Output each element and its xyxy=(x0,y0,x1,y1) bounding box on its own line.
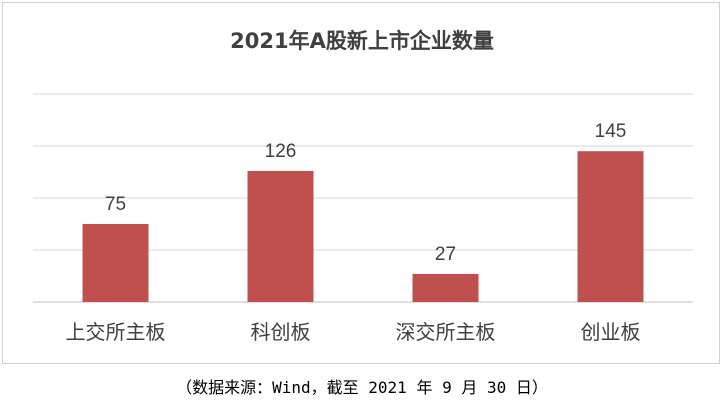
data-label: 27 xyxy=(435,244,456,265)
category-label: 上交所主板 xyxy=(66,320,166,344)
bar xyxy=(247,170,314,302)
chart-frame: 2021年A股新上市企业数量 75 上交所主板 126 科创板 27 深交所主板 145 创业… xyxy=(2,2,720,364)
bar xyxy=(412,273,479,302)
data-label: 145 xyxy=(595,121,627,142)
source-note: （数据来源：Wind，截至 2021 年 9 月 30 日） xyxy=(176,378,548,397)
bar-chart: 75 上交所主板 126 科创板 27 深交所主板 145 创业板 xyxy=(33,93,693,344)
category-label: 创业板 xyxy=(581,320,641,344)
data-label: 126 xyxy=(265,141,297,162)
bar xyxy=(577,151,644,302)
category-label: 科创板 xyxy=(251,320,311,344)
chart-title: 2021年A股新上市企业数量 xyxy=(230,29,494,53)
category-label: 深交所主板 xyxy=(396,320,496,344)
data-label: 75 xyxy=(105,194,126,215)
bar xyxy=(82,224,149,302)
